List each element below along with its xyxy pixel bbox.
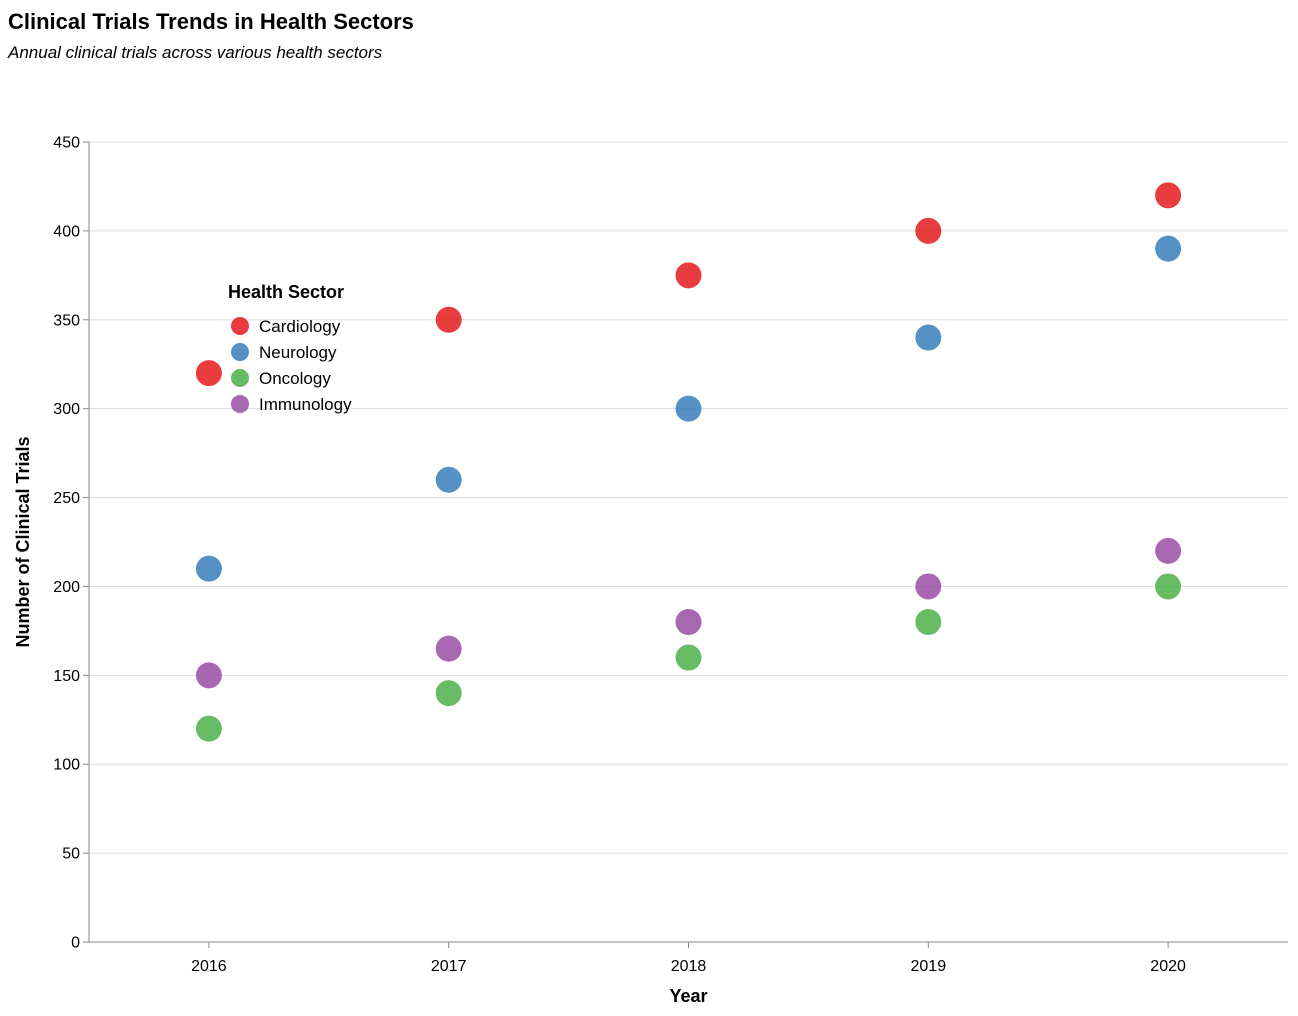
y-tick-label: 50: [62, 846, 80, 863]
data-point-immunology: [435, 635, 462, 662]
x-tick-label: 2016: [191, 958, 227, 975]
data-point-immunology: [915, 573, 942, 600]
chart-title: Clinical Trials Trends in Health Sectors: [8, 9, 414, 34]
y-tick-label: 300: [53, 401, 80, 418]
data-point-neurology: [1155, 235, 1182, 262]
y-axis-title: Number of Clinical Trials: [13, 436, 33, 647]
legend-swatch-immunology: [231, 395, 249, 413]
data-point-neurology: [195, 555, 222, 582]
data-point-oncology: [915, 609, 942, 635]
legend-swatch-cardiology: [231, 317, 249, 335]
data-point-cardiology: [1155, 182, 1182, 209]
legend-label-oncology: Oncology: [259, 369, 331, 388]
data-point-neurology: [915, 324, 942, 351]
x-tick-label: 2017: [431, 958, 467, 975]
y-tick-label: 400: [53, 223, 80, 240]
data-point-cardiology: [435, 306, 462, 333]
legend-label-cardiology: Cardiology: [259, 317, 341, 336]
data-point-oncology: [1155, 573, 1182, 600]
data-point-oncology: [675, 644, 702, 671]
x-tick-label: 2020: [1150, 958, 1186, 975]
y-tick-label: 0: [71, 935, 80, 952]
y-tick-label: 350: [53, 312, 80, 329]
axes: 0 50 100 150 200 250 300 350 400 450 2016 2017 2018 2…: [53, 135, 1288, 975]
legend-swatch-oncology: [231, 369, 249, 387]
legend-label-immunology: Immunology: [259, 395, 352, 414]
data-point-oncology: [435, 680, 462, 707]
data-point-neurology: [435, 466, 462, 493]
legend-title: Health Sector: [228, 282, 344, 302]
data-points: [195, 182, 1182, 742]
legend-swatch-neurology: [231, 343, 249, 361]
legend-label-neurology: Neurology: [259, 343, 337, 362]
data-point-cardiology: [915, 217, 942, 244]
chart-subtitle: Annual clinical trials across various he…: [7, 43, 383, 62]
legend: Health Sector Cardiology Neurology Oncolog…: [228, 282, 352, 414]
data-point-cardiology: [195, 360, 222, 387]
y-tick-label: 250: [53, 490, 80, 507]
y-tick-label: 200: [53, 579, 80, 596]
x-tick-label: 2018: [671, 958, 707, 975]
data-point-immunology: [1155, 537, 1182, 564]
y-tick-label: 100: [53, 757, 80, 774]
y-tick-label: 450: [53, 135, 80, 152]
data-point-oncology: [195, 715, 222, 742]
gridlines: [89, 141, 1288, 854]
data-point-immunology: [195, 662, 222, 689]
x-tick-label: 2019: [911, 958, 947, 975]
x-axis-title: Year: [669, 986, 707, 1006]
data-point-cardiology: [675, 262, 702, 289]
data-point-immunology: [675, 609, 702, 635]
data-point-neurology: [675, 395, 702, 422]
y-tick-label: 150: [53, 668, 80, 685]
